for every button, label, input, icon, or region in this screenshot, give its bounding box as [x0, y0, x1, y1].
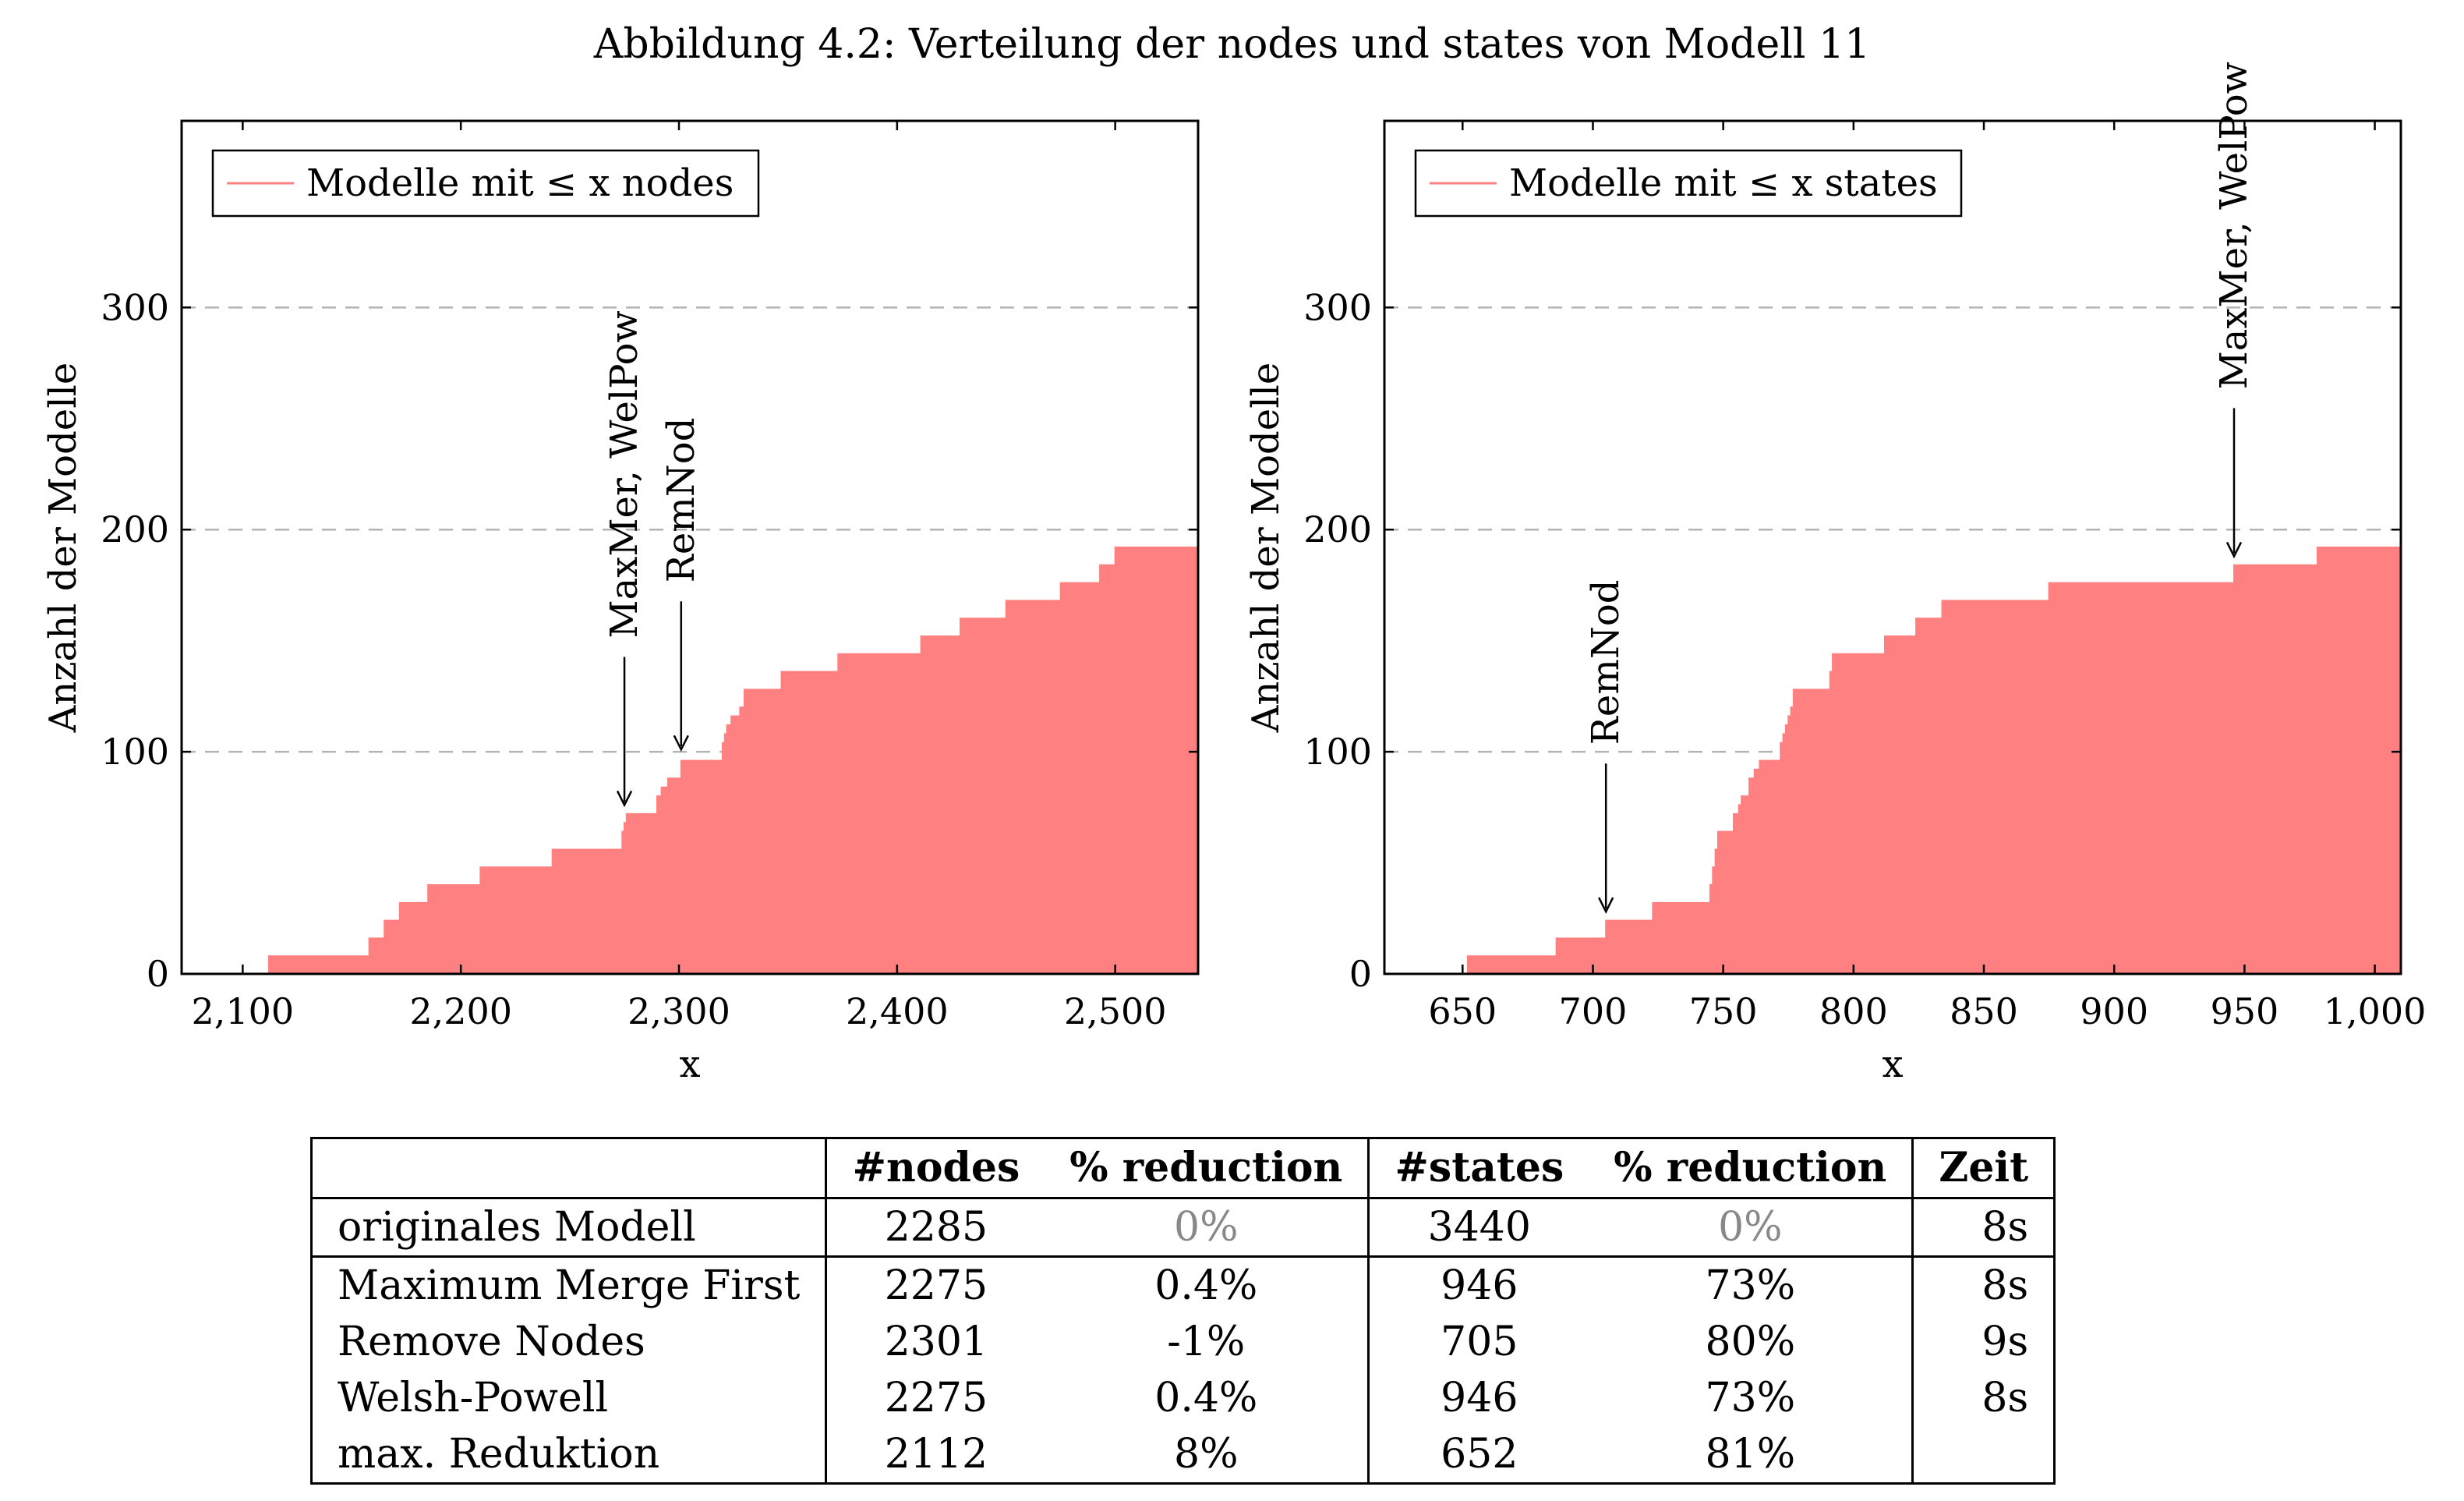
legend-label: Modelle mit ≤ x states [1509, 161, 1938, 205]
chart-states: 650 700 750 800 850 900 950 1,000 0 100 200 300 x Anz… [1244, 62, 2426, 1086]
table-cell: 0% [1045, 1198, 1370, 1258]
table-cell: 2275 [884, 1375, 988, 1421]
y-tick-label: 100 [1303, 731, 1372, 773]
results-table: #nodes % reduction #states % reduction Z… [310, 1137, 2056, 1485]
x-tick-label: 2,400 [846, 990, 949, 1032]
table-cell: 80% [1589, 1314, 1914, 1370]
x-tick-label: 1,000 [2324, 990, 2427, 1032]
annotation-arrowhead [673, 735, 689, 752]
table-header-cell: #states [1368, 1138, 1589, 1199]
y-tick-label: 0 [1349, 953, 1372, 995]
table-cell: 946 [1441, 1375, 1518, 1421]
table-header-cell [311, 1138, 828, 1199]
table-cell: 3440 [1368, 1198, 1589, 1258]
annotation-arrowhead [2225, 541, 2243, 559]
table-cell: 81% [1589, 1426, 1914, 1484]
annotation-label: MaxMer, WelPow [2212, 62, 2256, 389]
annotation-label: MaxMer, WelPow [603, 310, 646, 638]
x-tick-label: 2,500 [1064, 990, 1167, 1032]
table-cell: Welsh-Powell [311, 1370, 828, 1426]
annotation-arrowhead [1598, 897, 1614, 915]
table-cell: 73% [1589, 1370, 1914, 1426]
table-cell: max. Reduktion [311, 1426, 828, 1484]
x-tick-label: 2,100 [192, 990, 295, 1032]
table-cell: 8s [1912, 1198, 2055, 1258]
y-tick-label: 200 [101, 508, 169, 550]
x-tick-label: 850 [1950, 990, 2018, 1032]
x-tick-label: 700 [1559, 990, 1628, 1032]
x-tick-label: 950 [2210, 990, 2278, 1032]
table-cell: Remove Nodes [311, 1314, 828, 1370]
y-axis-label: Anzahl der Modelle [1244, 363, 1288, 734]
annotation-label: RemNod [659, 418, 703, 583]
x-axis-label: x [679, 1043, 700, 1086]
table-row: originales Modell 2285 0% 3440 0% 8s [311, 1198, 2055, 1258]
table-row: max. Reduktion 2112 8% 652 81% [311, 1426, 2055, 1484]
chart-nodes: 2,100 2,200 2,300 2,400 2,500 0 100 200 300 x Anza… [41, 119, 1200, 1086]
x-tick-label: 750 [1689, 990, 1758, 1032]
annotation-arrowhead [616, 790, 633, 808]
step-area-series [182, 547, 1199, 975]
table-cell: 2301 [884, 1319, 988, 1365]
y-axis-label: Anzahl der Modelle [41, 363, 85, 734]
table-cell: 652 [1441, 1431, 1518, 1478]
table-header-cell: % reduction [1045, 1138, 1370, 1199]
table-cell: 0% [1589, 1198, 1914, 1258]
y-tick-label: 200 [1303, 508, 1372, 550]
figure-caption: Abbildung 4.2: Verteilung der nodes und … [593, 21, 1871, 68]
table-header-row: #nodes % reduction #states % reduction Z… [311, 1138, 2055, 1199]
table-header-cell: % reduction [1589, 1138, 1914, 1199]
table-cell: 2285 [825, 1198, 1045, 1258]
table-header-cell: Zeit [1912, 1138, 2055, 1199]
table-cell: 9s [1981, 1319, 2029, 1365]
x-tick-label: 650 [1428, 990, 1497, 1032]
step-area-series [1384, 547, 2402, 975]
table-cell: 946 [1441, 1262, 1518, 1309]
x-axis-label: x [1882, 1043, 1903, 1086]
table-cell: 705 [1441, 1319, 1518, 1365]
table-cell: 0.4% [1045, 1256, 1370, 1314]
table-row: Welsh-Powell 2275 0.4% 946 73% 8s [311, 1370, 2055, 1426]
y-tick-label: 100 [101, 731, 169, 773]
table-cell: 0.4% [1045, 1370, 1370, 1426]
table-cell: originales Modell [311, 1198, 828, 1258]
y-tick-label: 300 [1303, 286, 1372, 328]
table-cell: 8s [1981, 1262, 2029, 1309]
table-cell [1913, 1426, 2055, 1484]
table-row: Maximum Merge First 2275 0.4% 946 73% 8s [311, 1256, 2055, 1314]
table-cell: -1% [1045, 1314, 1370, 1370]
y-tick-label: 0 [147, 953, 169, 995]
legend-box [211, 149, 760, 218]
x-tick-label: 800 [1819, 990, 1888, 1032]
y-tick-label: 300 [101, 286, 169, 328]
table-cell: Maximum Merge First [311, 1256, 828, 1314]
table-cell: 2275 [884, 1262, 988, 1309]
plot-frame [180, 119, 1200, 975]
table-row: Remove Nodes 2301 -1% 705 80% 9s [311, 1314, 2055, 1370]
x-tick-label: 2,300 [627, 990, 730, 1032]
legend-label: Modelle mit ≤ x nodes [306, 161, 734, 205]
annotation-label: RemNod [1584, 580, 1628, 745]
table-cell: 8s [1981, 1375, 2029, 1421]
table-header-cell: #nodes [825, 1138, 1045, 1199]
plot-frame [1383, 119, 2402, 975]
table-cell: 2112 [884, 1431, 988, 1478]
table-cell: 73% [1589, 1256, 1914, 1314]
table-cell: 8% [1045, 1426, 1370, 1484]
legend-box [1414, 149, 1963, 218]
x-tick-label: 900 [2080, 990, 2148, 1032]
x-tick-label: 2,200 [409, 990, 512, 1032]
figure-charts: 2,100 2,200 2,300 2,400 2,500 0 100 200 300 x Anza… [41, 62, 2426, 1086]
